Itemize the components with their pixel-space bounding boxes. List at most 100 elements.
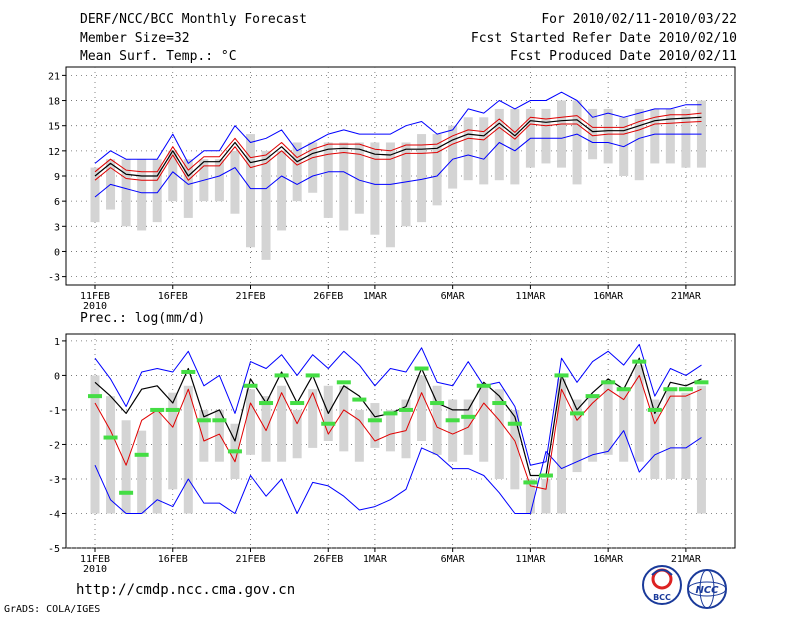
temp-xtick-label: 16MAR (593, 291, 624, 302)
temp-ytick-label: 18 (48, 97, 60, 108)
prec-obs-marker (570, 411, 585, 416)
prec-range-bar (510, 409, 520, 490)
prec-obs-marker (476, 383, 491, 388)
chart-title: DERF/NCC/BCC Monthly Forecast (80, 12, 307, 27)
prec-range-bar (603, 382, 613, 455)
prec-xtick-label: 26FEB (313, 554, 343, 565)
temp-range-bar (634, 108, 644, 181)
prec-range-bar (619, 389, 629, 462)
source-url[interactable]: http://cmdp.ncc.cma.gov.cn (76, 582, 296, 598)
prec-ytick-label: -5 (48, 544, 60, 555)
prec-range-bar (246, 389, 255, 455)
prec-obs-marker (461, 414, 476, 419)
prec-obs-marker (523, 480, 538, 485)
temp-range-bar (308, 142, 318, 193)
prec-obs-marker (227, 449, 242, 454)
prec-range-bar (572, 399, 582, 473)
prec-obs-marker (352, 397, 367, 402)
temp-xtick-label: 11MAR (515, 291, 546, 302)
prec-range-bar (137, 430, 147, 514)
temp-range-bar (417, 134, 427, 223)
prec-obs-marker (165, 407, 180, 412)
prec-obs-marker (336, 380, 351, 385)
prec-obs-marker (399, 407, 413, 412)
prec-range-bar (696, 385, 706, 514)
temp-year-label: 2010 (83, 301, 107, 312)
prec-xtick-label: 16FEB (158, 554, 188, 565)
temp-range-bar (214, 159, 224, 202)
temp-range-bar (665, 108, 675, 164)
prec-obs-marker (507, 421, 522, 426)
prec-range-bar (152, 409, 162, 514)
temp-xtick-label: 21MAR (671, 291, 702, 302)
prec-range-bar (479, 385, 489, 462)
member-size: Member Size=32 (80, 31, 190, 46)
prec-obs-marker (290, 401, 305, 406)
prec-obs-marker (321, 421, 336, 426)
prec-range-bar (277, 385, 287, 462)
temp-ytick-label: 6 (54, 197, 60, 208)
prec-xtick-label: 21FEB (235, 554, 265, 565)
prec-range-bar (588, 396, 598, 462)
prec-xtick-label: 11FEB (80, 554, 110, 565)
prec-ytick-label: -3 (48, 475, 60, 486)
temp-range-bar (588, 108, 598, 160)
prec-range-bar (557, 378, 566, 514)
prec-frame (65, 333, 736, 549)
temp-range-bar (557, 100, 566, 168)
prec-obs-marker (585, 394, 600, 399)
prec-xtick-label: 16MAR (593, 554, 624, 565)
prec-range-bar (308, 389, 318, 448)
temp-range-bar (494, 108, 504, 181)
prec-xtick-label: 11MAR (515, 554, 546, 565)
prec-obs-marker (647, 407, 662, 412)
temp-ytick-label: 12 (48, 147, 60, 158)
temp-spread-upper-line (94, 112, 702, 173)
prec-ytick-label: 1 (54, 337, 60, 348)
prec-obs-marker (414, 366, 429, 371)
temp-range-bar (168, 150, 178, 202)
prec-obs-marker (103, 435, 118, 440)
temp-ytick-label: 9 (54, 172, 60, 183)
prec-obs-marker (430, 401, 445, 406)
temp-range-bar (603, 108, 613, 164)
prec-obs-marker (601, 380, 616, 385)
prec-range-bar (106, 396, 116, 514)
temp-range-bar (277, 150, 287, 231)
prec-obs-marker (88, 394, 102, 399)
temp-range-bar (572, 100, 582, 185)
prec-range-bar (525, 478, 535, 514)
temp-range-bar (541, 108, 551, 164)
prec-range-bar (199, 409, 209, 462)
prec-obs-marker (181, 369, 196, 374)
temp-xtick-label: 26FEB (313, 291, 343, 302)
temp-range-bar (463, 117, 473, 181)
prec-range-bar (494, 389, 504, 479)
forecast-started-date: Fcst Started Refer Date 2010/02/10 (470, 31, 737, 46)
temp-range-bar (650, 108, 660, 164)
temp-mean-line (94, 116, 702, 177)
prec-range-bar (214, 409, 224, 462)
temp-range-bar (152, 159, 162, 223)
prec-obs-marker (694, 380, 709, 385)
prec-obs-marker (305, 373, 320, 378)
prec-ytick-label: 0 (54, 371, 60, 382)
prec-range-bar (370, 403, 380, 448)
prec-xtick-label: 1MAR (363, 554, 388, 565)
temp-ensemble-min-line (94, 133, 702, 198)
prec-obs-marker (119, 490, 134, 495)
temp-range-bar (448, 125, 458, 189)
prec-obs-marker (632, 359, 647, 364)
prec-range-bar (168, 392, 178, 490)
prec-obs-marker (678, 387, 693, 392)
prec-range-bar (634, 365, 644, 462)
forecast-produced-date: Fcst Produced Date 2010/02/11 (510, 49, 737, 64)
temp-range-bar (261, 150, 271, 260)
forecast-period: For 2010/02/11-2010/03/22 (541, 12, 737, 27)
temp-xtick-label: 1MAR (363, 291, 388, 302)
temp-range-bar (246, 134, 255, 248)
temp-range-bar (385, 142, 395, 248)
temp-range-bar (401, 142, 411, 227)
prec-panel: -5 -4 -3 -2 -1 0 1 11FEB 16FEB 21FEB 26FEB 1MAR 6MAR… (48, 333, 736, 575)
